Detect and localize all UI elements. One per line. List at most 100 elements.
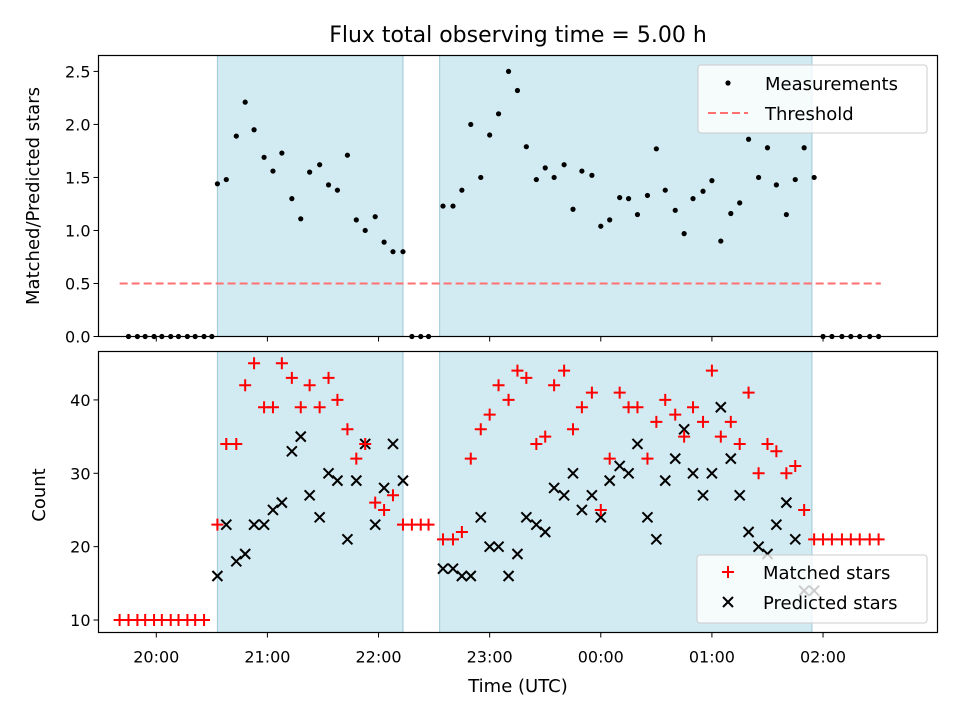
- x-axis: 20:00 21:00 22:00 23:00 00:00 01:00 02:00: [133, 336, 846, 667]
- measurement-point: [381, 239, 387, 245]
- measurement-point: [495, 111, 502, 117]
- measurement-point: [334, 187, 341, 193]
- measurement-point: [251, 127, 257, 133]
- top-legend-box: [697, 64, 928, 134]
- predicted-star-point: [313, 511, 326, 524]
- predicted-star-point: [715, 401, 727, 413]
- predicted-star-point: [447, 562, 459, 575]
- matched-star-point: [386, 489, 399, 502]
- predicted-star-point: [465, 570, 477, 582]
- predicted-star-point: [752, 540, 765, 553]
- measurement-point: [390, 249, 396, 255]
- legend-predicted-marker: [722, 596, 734, 608]
- matched-star-point: [492, 379, 505, 392]
- matched-star-point: [322, 371, 335, 384]
- measurement-point: [307, 169, 313, 175]
- predicted-star-point: [511, 548, 524, 560]
- measurement-point: [542, 165, 548, 171]
- matched-star-point: [733, 437, 746, 450]
- measurement-point: [561, 162, 567, 168]
- top-y-axis-label: Matched/Predicted stars: [23, 87, 44, 305]
- matched-star-point: [798, 503, 811, 516]
- matched-star-point: [511, 364, 524, 377]
- measurement-point: [672, 207, 678, 213]
- top-legend: Measurements Threshold: [697, 64, 928, 134]
- measurement-point: [690, 196, 696, 202]
- measurement-point: [745, 136, 752, 142]
- measurement-point: [551, 174, 557, 181]
- measurement-point: [598, 223, 604, 229]
- matched-star-point: [825, 533, 838, 546]
- matched-star-point: [474, 423, 487, 436]
- x-tick-label: 02:00: [800, 648, 846, 667]
- predicted-star-point: [295, 430, 307, 443]
- matched-star-point: [275, 357, 288, 370]
- predicted-star-point: [659, 474, 671, 487]
- matched-star-point: [724, 415, 737, 428]
- predicted-star-point: [520, 511, 533, 524]
- matched-star-point: [761, 437, 774, 450]
- y-tick-label: 2.5: [65, 62, 90, 81]
- matched-star-point: [641, 452, 654, 465]
- measurement-point: [514, 87, 521, 94]
- predicted-star-point: [548, 482, 560, 494]
- bottom-legend: Matched stars Predicted stars: [696, 554, 928, 624]
- predicted-star-point: [475, 511, 487, 524]
- predicted-star-point: [456, 570, 468, 582]
- measurement-point: [344, 152, 351, 158]
- predicted-star-point: [576, 504, 588, 516]
- matched-star-point: [331, 393, 344, 406]
- predicted-star-point: [331, 474, 344, 487]
- x-tick-label: 20:00: [133, 648, 179, 667]
- predicted-star-point: [539, 526, 551, 538]
- matched-star-point: [770, 445, 783, 458]
- measurement-point: [653, 146, 659, 152]
- matched-star-point: [678, 430, 691, 443]
- y-tick-label: 40: [70, 391, 90, 410]
- matched-star-point: [752, 467, 765, 480]
- predicted-star-point: [502, 570, 515, 582]
- predicted-star-point: [770, 518, 783, 531]
- measurement-point: [737, 200, 743, 206]
- y-tick-label: 20: [70, 538, 90, 557]
- predicted-star-point: [220, 518, 233, 531]
- measurement-point: [298, 216, 304, 222]
- predicted-star-point: [678, 423, 690, 435]
- measurement-point: [764, 145, 771, 151]
- matched-star-point: [697, 415, 710, 428]
- matched-star-point: [211, 518, 224, 531]
- predicted-star-point: [789, 533, 801, 546]
- measurement-point: [468, 121, 474, 128]
- matched-star-point: [575, 401, 588, 414]
- measurement-point: [728, 210, 734, 217]
- predicted-star-point: [697, 489, 709, 502]
- measurement-point: [279, 150, 285, 156]
- matched-star-point: [603, 452, 616, 465]
- measurement-point: [625, 196, 632, 202]
- measurement-point: [783, 211, 789, 218]
- predicted-star-point: [211, 570, 224, 582]
- matched-star-point: [669, 408, 682, 421]
- measurement-point: [579, 168, 585, 174]
- predicted-star-point: [558, 489, 570, 502]
- matched-star-point: [198, 614, 211, 627]
- predicted-star-point: [387, 438, 399, 450]
- measurement-point: [372, 214, 378, 220]
- measurement-point: [505, 68, 512, 75]
- measurement-point: [617, 194, 623, 201]
- legend-threshold-label: Threshold: [764, 104, 854, 125]
- measurement-point: [718, 238, 724, 244]
- measurement-point: [801, 145, 807, 151]
- measurement-point: [289, 196, 295, 202]
- matched-star-point: [539, 430, 552, 443]
- measurement-point: [589, 172, 595, 178]
- bottom-y-axis: 10 20 30 40: [70, 391, 99, 630]
- predicted-star-point: [586, 489, 598, 502]
- predicted-star-point: [725, 452, 737, 465]
- measurement-point: [261, 154, 267, 160]
- x-tick-label: 21:00: [244, 648, 290, 667]
- predicted-star-point: [483, 540, 496, 553]
- matched-star-point: [714, 430, 727, 443]
- x-tick-label: 00:00: [578, 648, 624, 667]
- y-tick-label: 30: [70, 464, 90, 483]
